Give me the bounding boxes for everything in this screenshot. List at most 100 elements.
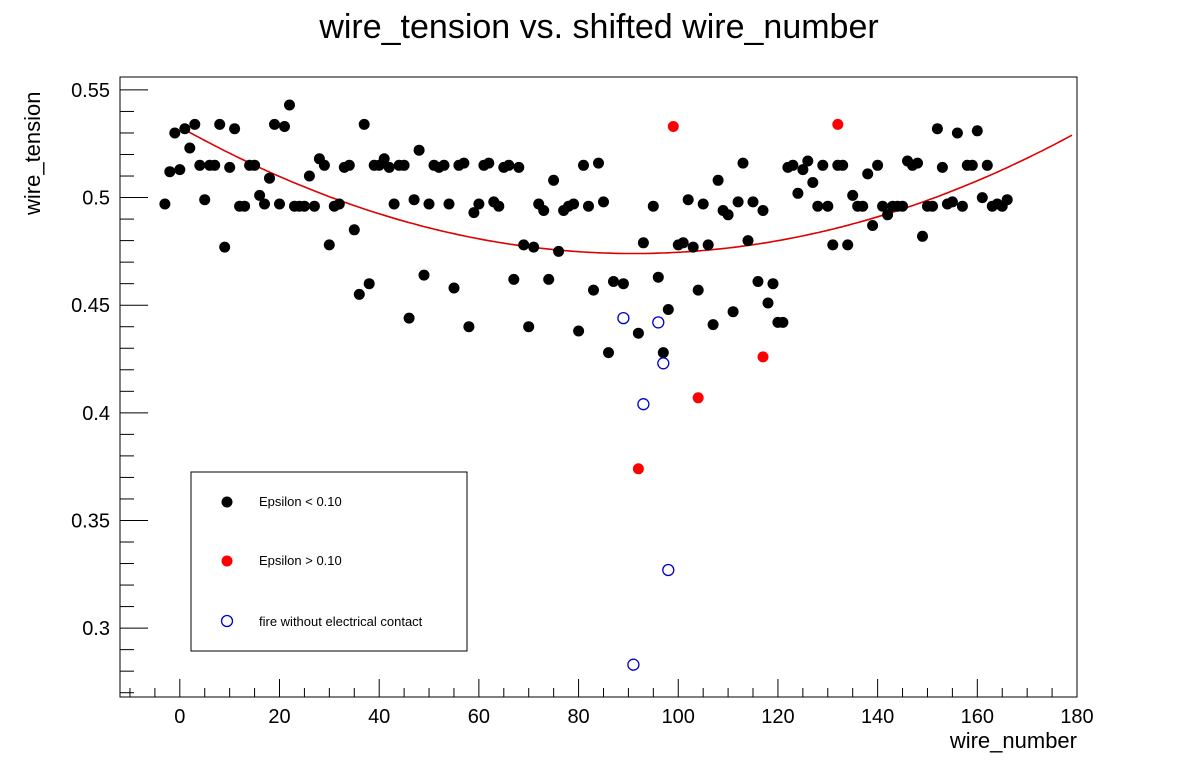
point-no-contact [617,311,630,325]
point-epsilon-low [857,200,869,212]
point-epsilon-low [966,159,978,171]
point-epsilon-low [274,198,285,210]
point-epsilon-low [692,284,704,296]
point-epsilon-low [722,209,734,221]
legend-label-no-contact: fire without electrical contact [259,614,423,629]
point-epsilon-low [817,159,829,171]
point-epsilon-low [513,161,525,173]
point-epsilon-low [279,121,290,132]
point-epsilon-high [832,118,844,130]
point-epsilon-low [298,200,310,212]
y-tick-label: 0.4 [82,403,110,425]
x-tick-label: 100 [662,706,695,728]
points-layer [159,99,1013,671]
point-epsilon-low [169,127,181,139]
fit-layer [179,126,1073,255]
point-epsilon-low [687,241,699,253]
point-epsilon-low [912,157,923,169]
point-epsilon-low [568,198,580,210]
point-epsilon-low [787,159,799,171]
x-tick-label: 40 [368,706,390,728]
point-epsilon-low [637,237,649,249]
point-epsilon-low [254,189,266,201]
point-epsilon-low [946,196,958,208]
point-epsilon-low [897,200,908,212]
point-epsilon-low [603,347,614,359]
point-epsilon-low [323,239,335,251]
point-epsilon-low [797,164,809,176]
point-epsilon-low [727,306,739,318]
point-epsilon-low [214,118,226,130]
point-epsilon-low [343,159,355,171]
point-epsilon-low [189,118,201,130]
point-epsilon-low [588,284,599,296]
y-tick-label: 0.55 [71,80,110,102]
x-tick-label: 140 [861,706,894,728]
point-epsilon-high [667,121,679,132]
point-epsilon-low [463,321,475,333]
point-no-contact [652,316,665,329]
point-epsilon-low [229,123,241,135]
point-epsilon-low [224,161,236,173]
point-epsilon-low [677,237,689,249]
point-epsilon-high [692,392,704,404]
plot-frame [119,76,1078,698]
point-epsilon-low [807,177,819,188]
point-epsilon-low [408,194,420,206]
point-epsilon-low [308,200,320,212]
point-epsilon-low [164,166,176,178]
point-epsilon-low [682,194,694,206]
point-epsilon-low [872,159,884,171]
point-epsilon-low [259,198,270,210]
point-epsilon-low [548,174,560,186]
point-epsilon-low [573,325,585,337]
legend-marker-epsilon-low [221,496,233,508]
point-epsilon-low [827,239,839,251]
x-tick-label: 20 [268,706,290,728]
point-epsilon-low [378,153,390,165]
point-epsilon-low [647,200,659,212]
x-tick-label: 0 [174,706,185,728]
point-no-contact [637,398,650,411]
point-epsilon-low [383,161,395,173]
point-epsilon-high [632,463,644,475]
x-tick-label: 60 [468,706,490,728]
point-epsilon-low [508,273,520,285]
point-epsilon-low [528,241,540,253]
point-epsilon-low [483,157,495,169]
fit-curve [179,126,1073,255]
point-epsilon-low [159,198,171,210]
point-epsilon-low [303,170,315,182]
point-epsilon-low [473,198,485,210]
point-epsilon-low [712,174,724,186]
point-epsilon-low [802,155,814,167]
point-epsilon-low [184,142,196,154]
point-no-contact [662,563,675,577]
y-axis: 0.3 0.35 0.4 0.45 0.5 0.55 [71,80,148,694]
point-epsilon-low [269,118,280,130]
point-epsilon-high [757,351,769,363]
point-epsilon-low [847,189,859,201]
point-epsilon-low [583,200,594,212]
legend-label-epsilon-low: Epsilon < 0.10 [259,494,342,509]
point-epsilon-low [697,198,709,210]
point-no-contact [657,357,670,370]
point-epsilon-low [917,230,928,242]
point-epsilon-low [538,205,550,216]
point-epsilon-low [493,200,505,212]
point-epsilon-low [264,172,275,184]
legend-label-epsilon-high: Epsilon > 0.10 [259,553,342,568]
point-epsilon-low [657,347,669,359]
x-axis-label: wire_number [949,728,1077,753]
x-tick-label: 180 [1060,706,1093,728]
point-epsilon-low [348,224,360,236]
point-epsilon-low [413,144,425,156]
point-epsilon-low [777,316,789,328]
point-epsilon-low [867,220,879,231]
x-tick-label: 120 [761,706,794,728]
point-epsilon-low [578,159,589,171]
point-epsilon-low [598,196,609,208]
point-epsilon-low [742,235,754,247]
point-epsilon-low [737,157,749,169]
